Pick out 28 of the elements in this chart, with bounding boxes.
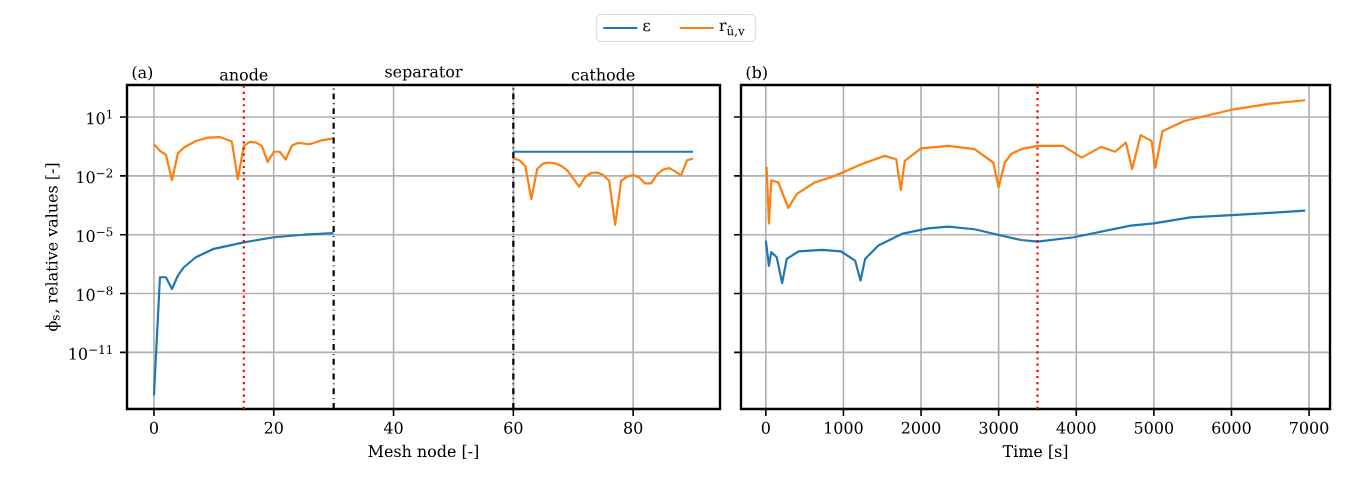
- x-tick-label: 20: [264, 421, 283, 434]
- y-tick-label: 10$^{−2}$: [77, 168, 113, 184]
- x-tick-label: 0: [149, 421, 158, 434]
- text: separator: [385, 66, 463, 81]
- x-tick-label: 40: [383, 421, 403, 434]
- y-tick-label: 10$^{−8}$: [77, 286, 113, 301]
- y-tick-label: 10$^{−5}$: [77, 227, 113, 242]
- x-tick-label: 80: [624, 421, 643, 434]
- x-tick-label: 4000: [1056, 421, 1096, 434]
- text: anode: [220, 68, 268, 81]
- x-tick-label: 6000: [1212, 421, 1251, 434]
- x-tick-label: 2000: [901, 421, 941, 434]
- y-axis-title: ϕ$_{s}$, relative values [-]: [45, 163, 61, 331]
- y-tick-label: 10$^{1}$: [87, 109, 112, 125]
- x-tick-label: 7000: [1290, 421, 1329, 434]
- x-tick-label: 0: [761, 421, 770, 434]
- legend-label: ε: [643, 22, 650, 32]
- x-tick-label: 3000: [979, 421, 1018, 434]
- chart-title: (b): [746, 66, 767, 81]
- legend-label: r$_{û,v}$: [719, 22, 745, 37]
- x-tick-label: 1000: [825, 421, 863, 434]
- text: cathode: [571, 68, 635, 81]
- x-tick-label: 5000: [1134, 421, 1174, 434]
- chart-title: (a): [132, 66, 153, 81]
- x-axis-title: Time [s]: [1002, 444, 1068, 459]
- y-tick-label: 10$^{−11}$: [69, 345, 112, 360]
- x-tick-label: 60: [504, 421, 523, 434]
- x-axis-title: Mesh node [-]: [368, 444, 478, 459]
